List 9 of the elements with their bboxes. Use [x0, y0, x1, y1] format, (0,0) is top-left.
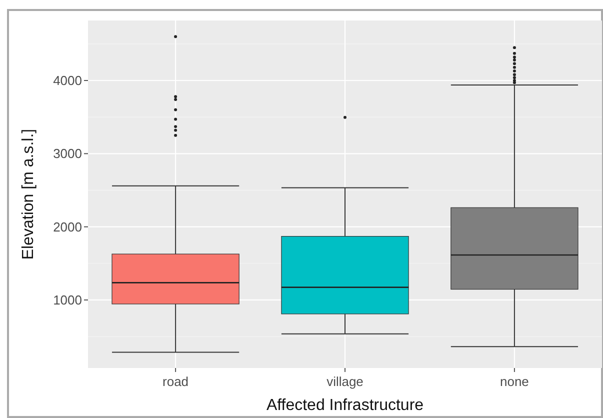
- y-axis-title: Elevation [m a.s.l.]: [20, 128, 37, 260]
- x-tick-label: village: [326, 374, 364, 389]
- x-tick-label: road: [162, 374, 189, 389]
- x-axis-title: Affected Infrastructure: [266, 397, 424, 414]
- y-tick-label: 2000: [53, 219, 82, 234]
- y-tick-label: 3000: [53, 146, 82, 162]
- x-tick-label: none: [500, 374, 529, 389]
- y-tick-label: 1000: [53, 292, 82, 308]
- y-tick-label: 4000: [53, 73, 82, 88]
